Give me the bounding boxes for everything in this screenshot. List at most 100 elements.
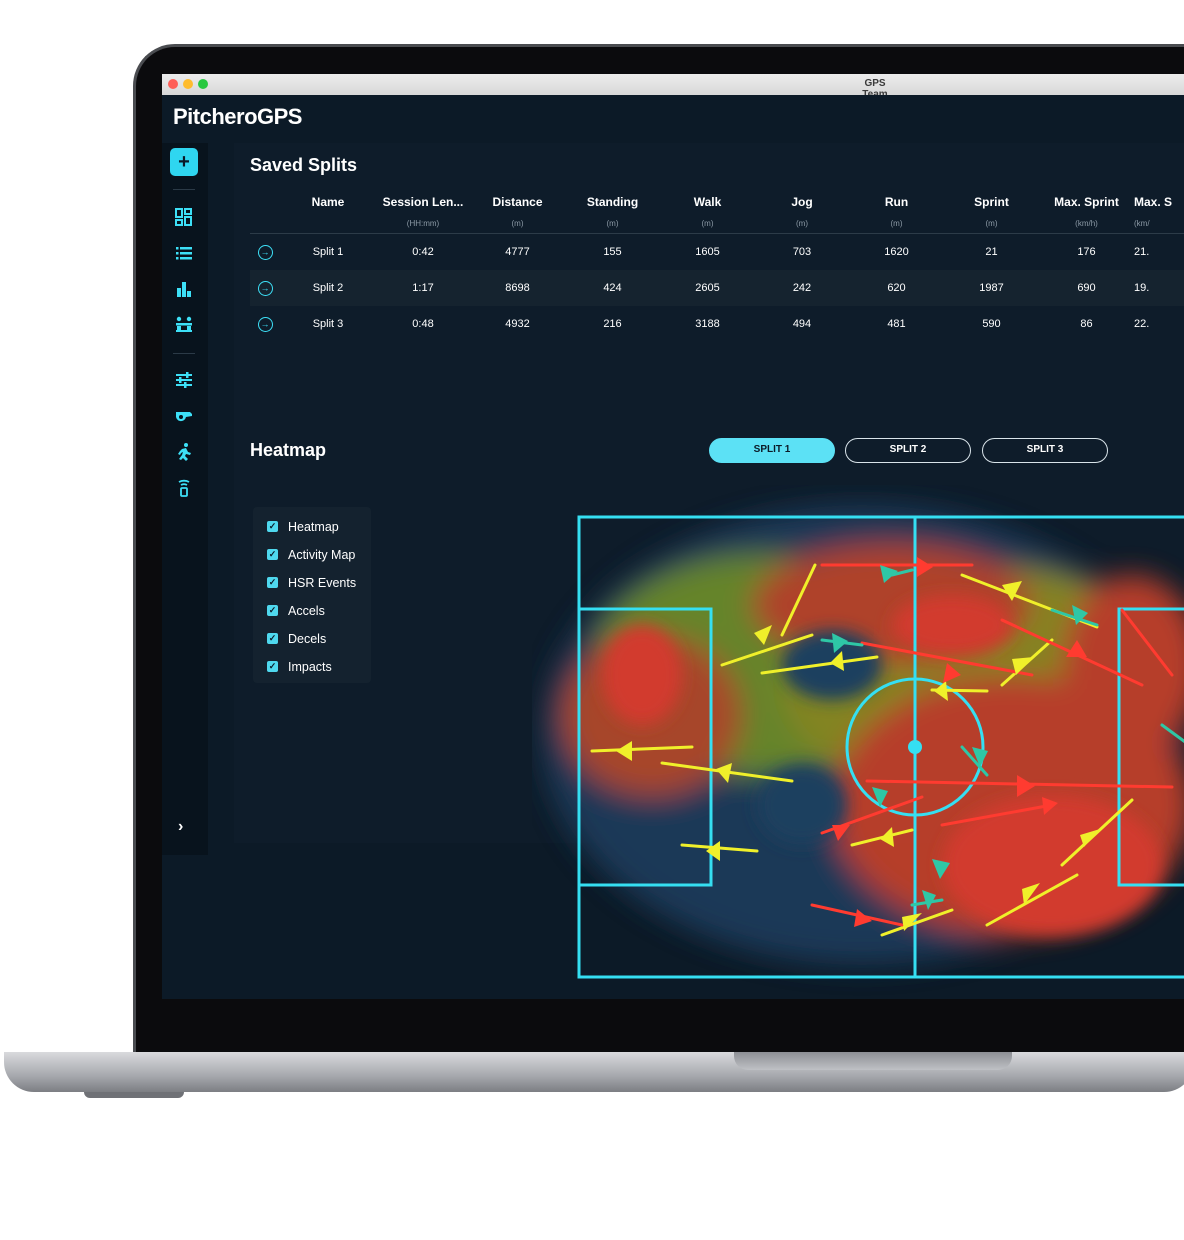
decel-arrowhead bbox=[932, 859, 950, 879]
table-cell: 22. bbox=[1134, 318, 1150, 330]
table-cell: 1620 bbox=[884, 246, 909, 258]
pitch-centre-circle bbox=[845, 677, 985, 817]
table-cell: 2605 bbox=[695, 282, 720, 294]
table-cell: 620 bbox=[887, 282, 906, 294]
table-cell: 424 bbox=[603, 282, 622, 294]
list-icon[interactable] bbox=[174, 243, 194, 263]
laptop-notch bbox=[734, 1052, 1012, 1070]
column-header[interactable]: Name bbox=[311, 195, 345, 209]
select-column-header bbox=[250, 195, 280, 234]
decel-arrowhead bbox=[880, 565, 898, 583]
app-logo: PitcheroGPS bbox=[173, 104, 302, 129]
table-header-row: Name Session Len... (HH:mm) Distance (m) S… bbox=[250, 195, 1184, 234]
app: PitcheroGPS + bbox=[162, 95, 1184, 999]
decel-arrowhead bbox=[972, 747, 988, 767]
hsr-event bbox=[1060, 798, 1134, 867]
checkbox-checked-icon[interactable]: ✓ bbox=[267, 605, 278, 616]
hsr-arrowhead bbox=[934, 681, 948, 701]
decel-event bbox=[1160, 723, 1184, 743]
table-row[interactable]: → Split 2 1:17 8698 424 2605 242 620 198… bbox=[250, 270, 1184, 306]
expand-sidebar-button[interactable]: › bbox=[178, 818, 184, 835]
window-title: GPS Team bbox=[862, 78, 887, 100]
layer-toggle-panel: ✓ Heatmap ✓ Activity Map ✓ HSR Events ✓ Acce… bbox=[253, 507, 371, 683]
column-header[interactable]: Session Len... (HH:mm) bbox=[382, 195, 464, 228]
window-titlebar: GPS Team bbox=[162, 74, 1184, 100]
zoom-window-button[interactable] bbox=[198, 79, 208, 89]
decel-event bbox=[890, 568, 914, 577]
table-cell: 216 bbox=[603, 318, 622, 330]
laptop-foot bbox=[84, 1092, 184, 1098]
dashboard-icon[interactable] bbox=[174, 207, 194, 227]
accel-event bbox=[1120, 608, 1174, 677]
column-header[interactable]: Jog (m) bbox=[791, 195, 813, 228]
pitch-right-penalty-box bbox=[1117, 607, 1184, 887]
accel-arrowhead bbox=[1017, 775, 1035, 797]
column-header[interactable]: Max. Sprint (km/h) bbox=[1054, 195, 1119, 228]
hsr-arrowhead bbox=[706, 841, 720, 861]
table-cell: 19. bbox=[1134, 282, 1150, 294]
table-row[interactable]: → Split 1 0:42 4777 155 1605 703 1620 21… bbox=[250, 234, 1184, 271]
table-row[interactable]: → Split 3 0:48 4932 216 3188 494 481 590… bbox=[250, 306, 1184, 342]
table-cell: 1987 bbox=[979, 282, 1004, 294]
splits-table: Name Session Len... (HH:mm) Distance (m) S… bbox=[250, 195, 1184, 342]
whistle-icon[interactable] bbox=[174, 406, 194, 426]
checkbox-checked-icon[interactable]: ✓ bbox=[267, 549, 278, 560]
open-split-icon[interactable]: → bbox=[257, 280, 273, 296]
bar-chart-icon[interactable] bbox=[174, 279, 194, 299]
gps-device-icon[interactable] bbox=[174, 478, 194, 498]
table-cell: 4932 bbox=[505, 318, 530, 330]
table-cell: 494 bbox=[792, 318, 812, 330]
squad-icon[interactable] bbox=[174, 315, 194, 335]
hsr-arrowhead bbox=[1080, 829, 1100, 847]
tab-split-1[interactable]: SPLIT 1 bbox=[709, 438, 835, 463]
tab-split-3[interactable]: SPLIT 3 bbox=[982, 438, 1108, 463]
sliders-icon[interactable] bbox=[174, 370, 194, 390]
table-cell: 590 bbox=[982, 318, 1001, 330]
runner-icon[interactable] bbox=[174, 442, 194, 462]
pitch-centre-spot bbox=[908, 740, 922, 754]
column-header[interactable]: Distance (m) bbox=[492, 195, 543, 228]
hsr-event bbox=[720, 633, 814, 667]
sidebar-divider bbox=[173, 189, 195, 190]
hsr-arrowhead bbox=[830, 651, 844, 671]
checkbox-checked-icon[interactable]: ✓ bbox=[267, 633, 278, 644]
hsr-event bbox=[760, 655, 879, 675]
table-cell: 155 bbox=[603, 246, 622, 258]
add-button[interactable]: + bbox=[170, 148, 198, 176]
checkbox-checked-icon[interactable]: ✓ bbox=[267, 521, 278, 532]
decel-arrowhead bbox=[872, 787, 888, 807]
table-cell: Split 2 bbox=[312, 282, 344, 294]
table-cell: 703 bbox=[792, 246, 812, 258]
accel-arrowhead bbox=[854, 909, 872, 927]
column-header[interactable]: Sprint (m) bbox=[974, 195, 1009, 228]
hsr-arrowhead bbox=[754, 625, 772, 645]
accel-arrowhead bbox=[943, 663, 961, 683]
column-header[interactable]: Walk (m) bbox=[693, 195, 722, 228]
table-cell: 481 bbox=[887, 318, 906, 330]
decel-event bbox=[960, 745, 989, 777]
screen: GPS Team PitcheroGPS + bbox=[162, 74, 1184, 999]
decel-arrowhead bbox=[922, 890, 936, 910]
hsr-arrowhead bbox=[1002, 581, 1022, 601]
hsr-event bbox=[985, 873, 1079, 927]
column-header[interactable]: Max. S (km/ bbox=[1134, 195, 1173, 228]
hsr-arrowhead bbox=[1022, 883, 1040, 905]
column-header[interactable]: Run (m) bbox=[884, 195, 909, 228]
open-split-icon[interactable]: → bbox=[257, 244, 273, 260]
hsr-arrowhead bbox=[902, 913, 922, 931]
table-cell: 86 bbox=[1080, 318, 1093, 330]
table-cell: 242 bbox=[792, 282, 812, 294]
table-cell: 1:17 bbox=[412, 282, 434, 294]
open-split-icon[interactable]: → bbox=[257, 316, 273, 332]
table-cell: 4777 bbox=[505, 246, 530, 258]
heatmap-pitch[interactable] bbox=[532, 485, 1184, 999]
column-header[interactable]: Standing (m) bbox=[586, 195, 639, 228]
checkbox-checked-icon[interactable]: ✓ bbox=[267, 577, 278, 588]
minimize-window-button[interactable] bbox=[183, 79, 193, 89]
table-cell: 176 bbox=[1077, 246, 1096, 258]
sidebar: + bbox=[162, 143, 208, 855]
decel-arrowhead bbox=[1072, 605, 1088, 625]
close-window-button[interactable] bbox=[168, 79, 178, 89]
checkbox-checked-icon[interactable]: ✓ bbox=[267, 661, 278, 672]
tab-split-2[interactable]: SPLIT 2 bbox=[845, 438, 971, 463]
